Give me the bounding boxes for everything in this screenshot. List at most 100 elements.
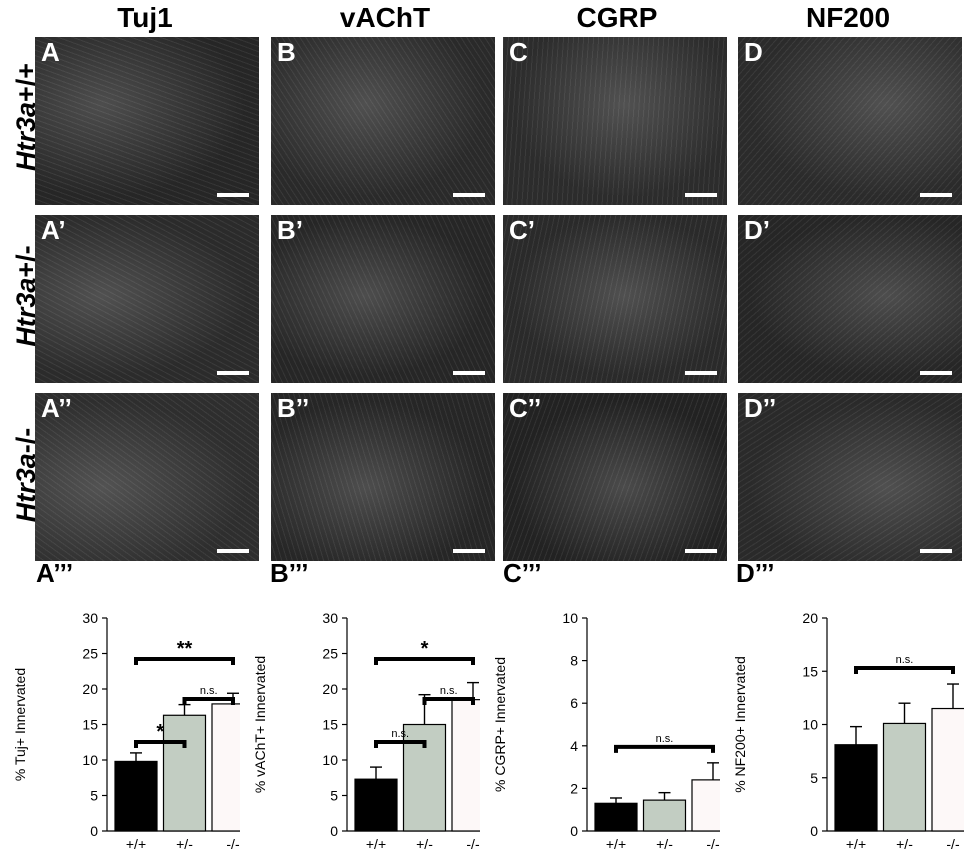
scale-bar (685, 371, 717, 375)
bar-+/- (162, 714, 207, 832)
x-tick-label: +/- (176, 836, 193, 850)
x-tick-label: +/+ (606, 836, 626, 850)
column-title-cgrp: CGRP (576, 2, 658, 33)
micrograph-texture (738, 215, 962, 383)
chart-label-a: A’’’ (36, 558, 74, 588)
x-tick-label: -/- (226, 836, 240, 850)
micrograph-cgrp-het: C’ (503, 215, 727, 383)
column-title-vacht: vAChT (339, 2, 431, 33)
y-tick-label: 25 (322, 646, 338, 662)
y-axis-label: % Tuj+ Innervated (12, 668, 28, 781)
significance-bracket (134, 740, 187, 748)
panel-label: B (277, 37, 296, 67)
y-tick-label: 15 (82, 717, 98, 733)
y-tick-label: 10 (322, 752, 338, 768)
y-axis-label: % CGRP+ Innervated (492, 657, 508, 792)
significance-label: n.s. (391, 728, 409, 740)
bar-chart-nf200: % NF200+ Innervated 0 5 10 15 20 +/+ +/- -/- n.s. (720, 600, 964, 855)
micrograph-vacht-ko: B’’ (271, 393, 495, 561)
significance-label: * (156, 721, 164, 743)
micrograph-cgrp-ko: C’’ (503, 393, 727, 561)
micrograph-texture (35, 393, 259, 561)
x-tick-label: +/- (416, 836, 433, 850)
bar-+/- (642, 799, 687, 832)
y-tick-label: 20 (322, 681, 338, 697)
y-tick-label: 5 (90, 788, 98, 804)
significance-label: n.s. (896, 654, 914, 666)
panel-label: C’’ (509, 393, 542, 423)
y-tick-label: 30 (82, 610, 98, 626)
scale-bar (920, 371, 952, 375)
y-tick-label: 30 (322, 610, 338, 626)
micrograph-texture (271, 393, 495, 561)
significance-bracket (374, 657, 475, 665)
y-tick-label: 15 (802, 663, 818, 679)
significance-label: ** (177, 638, 193, 660)
bar-chart-tuj1: % Tuj+ Innervated 0 5 10 15 20 25 30 +/+ +/- -/- **… (0, 600, 259, 855)
y-tick-label: 8 (570, 653, 578, 669)
micrograph-vacht-het: B’ (271, 215, 495, 383)
column-title-tuj1: Tuj1 (117, 2, 173, 33)
panel-label: D’’ (744, 393, 777, 423)
significance-label: n.s. (656, 733, 674, 745)
y-tick-label: 0 (90, 823, 98, 839)
panel-label: D (744, 37, 763, 67)
x-tick-label: +/- (656, 836, 673, 850)
micrograph-tuj1-ko: A’’ (35, 393, 259, 561)
bar--/- (211, 703, 255, 832)
panel-label: B’’ (277, 393, 310, 423)
micrograph-texture (271, 37, 495, 205)
significance-label: n.s. (440, 685, 458, 697)
panel-label: A (41, 37, 60, 67)
x-tick-label: -/- (706, 836, 720, 850)
y-tick-label: 10 (82, 752, 98, 768)
significance-bracket (614, 744, 715, 753)
panel-label: A’ (41, 215, 66, 245)
bar-chart-vacht: % vAChT+ Innervated 0 5 10 15 20 25 30 +/+ +/- -/-… (240, 600, 499, 855)
y-tick-label: 10 (562, 610, 578, 626)
y-tick-label: 25 (82, 646, 98, 662)
scale-bar (217, 371, 249, 375)
y-axis-label: % vAChT+ Innervated (252, 656, 268, 793)
significance-bracket (854, 666, 955, 675)
y-tick-label: 15 (322, 717, 338, 733)
micrograph-tuj1-wt: A (35, 37, 259, 205)
significance-label: * (421, 638, 429, 660)
micrograph-cgrp-wt: C (503, 37, 727, 205)
scale-bar (920, 193, 952, 197)
scale-bar (920, 549, 952, 553)
x-tick-label: +/+ (126, 836, 146, 850)
significance-bracket (134, 657, 235, 665)
micrograph-texture (271, 215, 495, 383)
micrograph-texture (738, 37, 962, 205)
bar--/- (691, 779, 735, 832)
y-tick-label: 5 (330, 788, 338, 804)
micrograph-texture (503, 215, 727, 383)
y-tick-label: 0 (570, 823, 578, 839)
panel-label: D’ (744, 215, 770, 245)
chart-label-d: D’’’ (736, 558, 775, 588)
scale-bar (685, 193, 717, 197)
bar-+/- (882, 722, 927, 832)
micrograph-texture (503, 37, 727, 205)
bar--/- (931, 707, 964, 832)
panel-label: C’ (509, 215, 535, 245)
scale-bar (685, 549, 717, 553)
significance-bracket (374, 740, 427, 748)
scale-bar (453, 371, 485, 375)
y-tick-label: 5 (810, 770, 818, 786)
scale-bar (453, 193, 485, 197)
significance-bracket (182, 697, 235, 705)
micrograph-nf200-wt: D (738, 37, 962, 205)
scale-bar (217, 549, 249, 553)
bar-+/+ (354, 778, 398, 832)
x-tick-label: -/- (946, 836, 960, 850)
y-tick-label: 4 (570, 738, 578, 754)
micrograph-vacht-wt: B (271, 37, 495, 205)
panel-label: A’’ (41, 393, 72, 423)
bar--/- (451, 699, 495, 832)
y-tick-label: 20 (82, 681, 98, 697)
micrograph-nf200-ko: D’’ (738, 393, 962, 561)
y-tick-label: 2 (570, 780, 578, 796)
x-tick-label: +/+ (846, 836, 866, 850)
